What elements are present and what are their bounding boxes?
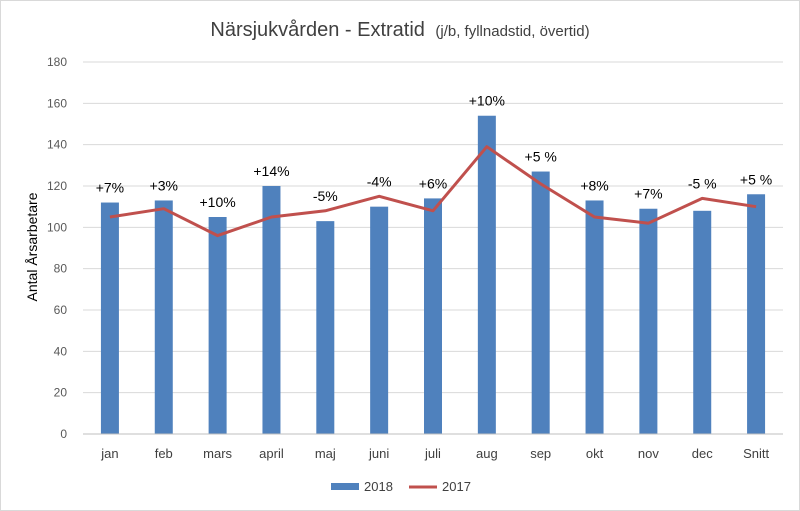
x-tick-label: juni [368,446,389,461]
y-tick-label: 160 [47,96,67,110]
y-tick-label: 0 [60,427,67,441]
x-tick-label: mars [203,446,232,461]
gridlines [83,61,783,394]
y-tick-label: 20 [54,386,68,400]
x-tick-label: nov [638,446,659,461]
y-tick-label: 60 [54,303,68,317]
x-tick-label: maj [315,446,336,461]
x-tick-label: april [259,446,284,461]
x-tick-label: okt [586,446,604,461]
bar-2018 [154,200,173,434]
x-tick-label: aug [476,446,498,461]
bar-2018 [100,202,119,434]
y-tick-label: 100 [47,220,67,234]
data-label: +5 % [525,149,557,165]
data-label: +10% [469,93,505,109]
x-tick-label: sep [530,446,551,461]
y-tick-label: 140 [47,138,67,152]
data-label: +10% [200,194,236,210]
bar-2018 [531,171,550,435]
chart-title: Närsjukvården - Extratid (j/b, fyllnadst… [210,19,589,41]
bar-2018 [316,221,335,434]
line-2017-path [109,145,757,238]
chart-title-sub: (j/b, fyllnadstid, övertid) [435,23,589,40]
chart-title-main: Närsjukvården - Extratid [210,19,425,41]
bar-2018 [693,210,712,434]
x-tick-label: dec [692,446,713,461]
bar-2018 [208,217,227,434]
x-axis-ticks: jan feb mars april maj juni juli aug sep okt nov de… [100,446,769,461]
data-label: -5 % [688,175,717,191]
data-label: +6% [419,175,447,191]
bar-2018 [639,208,658,434]
x-tick-label: feb [155,446,173,461]
legend-label-2018: 2018 [364,479,393,494]
bar-2018 [424,198,442,434]
legend-label-2017: 2017 [442,479,471,494]
data-label: -5% [313,188,338,204]
data-label: -4% [367,173,392,189]
data-label: +7% [634,186,662,202]
y-axis-label: Antal Årsarbetare [24,192,40,301]
bar-2018 [370,206,389,434]
y-tick-label: 80 [54,262,68,276]
bar-2018 [747,194,766,434]
x-tick-label: juli [424,446,441,461]
data-label: +7% [96,180,124,196]
x-tick-label: Snitt [743,446,769,461]
bar-2018 [585,200,604,434]
y-tick-label: 180 [47,55,67,69]
y-tick-label: 40 [54,344,68,358]
data-label: +8% [580,177,608,193]
data-label: +5 % [740,171,772,187]
x-tick-label: jan [100,446,118,461]
data-label: +14% [253,163,289,179]
line-2017 [109,145,757,238]
data-label: +3% [150,177,178,193]
y-axis-ticks: 0 20 40 60 80 100 120 140 160 180 [47,55,67,441]
bars-2018 [100,115,766,435]
data-labels: +7% +3% +10% +14% -5% -4% +6% +10% +5 % +8% +7% -5 … [96,93,773,210]
legend-swatch-2018 [331,483,359,490]
legend: 2018 2017 [331,479,471,494]
bar-2018 [477,115,496,434]
y-tick-label: 120 [47,179,67,193]
bar-2018 [262,186,281,434]
